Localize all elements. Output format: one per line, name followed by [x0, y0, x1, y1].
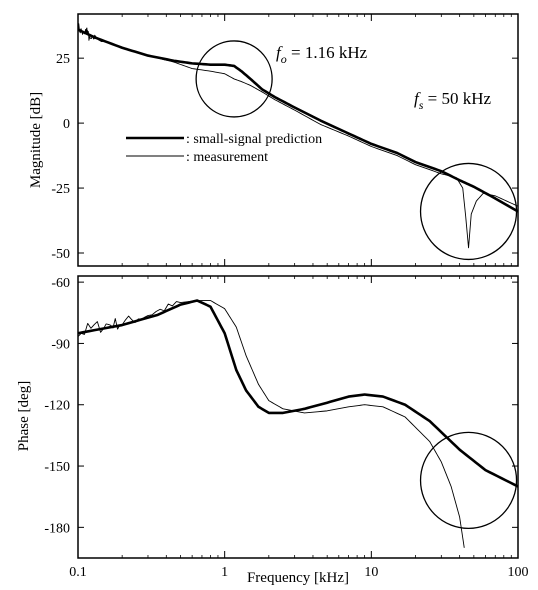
- phase-y-axis-label: Phase [deg]: [16, 381, 32, 451]
- y-tick-label: -180: [44, 521, 70, 536]
- highlight-circle-phase: [419, 431, 518, 529]
- series-prediction-line: [77, 28, 519, 213]
- annotation-fs-subscript: s: [419, 98, 424, 112]
- highlight-circle-fo: [195, 40, 273, 118]
- y-tick-label: -150: [44, 460, 70, 475]
- y-tick-label: -25: [51, 182, 70, 197]
- annotation-fo-subscript: o: [281, 52, 287, 66]
- phase-panel: -60 -90 -120 -150 -180 0.1 1 10 100 Phase [deg]…: [16, 275, 529, 586]
- annotation-fo: fo = 1.16 kHz: [276, 43, 368, 66]
- y-tick-label: -60: [51, 276, 70, 291]
- magnitude-y-axis-label: Magnitude [dB]: [28, 92, 44, 188]
- series-measurement-line: [77, 300, 465, 548]
- y-tick-label: -90: [51, 337, 70, 352]
- annotation-fs: fs = 50 kHz: [414, 89, 492, 112]
- legend-label-prediction: : small-signal prediction: [186, 132, 322, 147]
- legend-label-measurement: : measurement: [186, 150, 268, 165]
- x-axis-label: Frequency [kHz]: [247, 570, 349, 586]
- annotation-fs-symbol: f: [414, 89, 421, 108]
- legend: : small-signal prediction : measurement: [126, 132, 322, 165]
- magnitude-plot-frame: [77, 13, 519, 267]
- annotation-fo-symbol: f: [276, 43, 283, 62]
- series-prediction-line: [77, 299, 519, 488]
- phase-plot-frame: [77, 275, 519, 559]
- highlight-circle-fs: [419, 162, 518, 261]
- series-measurement-line: [77, 23, 519, 249]
- y-tick-label: -120: [44, 399, 70, 414]
- x-tick-label: 1: [221, 565, 228, 580]
- y-tick-label: 25: [56, 52, 70, 67]
- y-tick-label: 0: [63, 117, 70, 132]
- annotation-fs-value: = 50 kHz: [423, 89, 491, 108]
- y-tick-label: -50: [51, 247, 70, 262]
- x-tick-label: 100: [508, 565, 529, 580]
- magnitude-panel: 25 0 -25 -50 Magnitude [dB] : small-signal …: [28, 13, 519, 267]
- x-tick-label: 10: [364, 565, 378, 580]
- annotation-fo-value: = 1.16 kHz: [287, 43, 368, 62]
- x-tick-label: 0.1: [69, 565, 87, 580]
